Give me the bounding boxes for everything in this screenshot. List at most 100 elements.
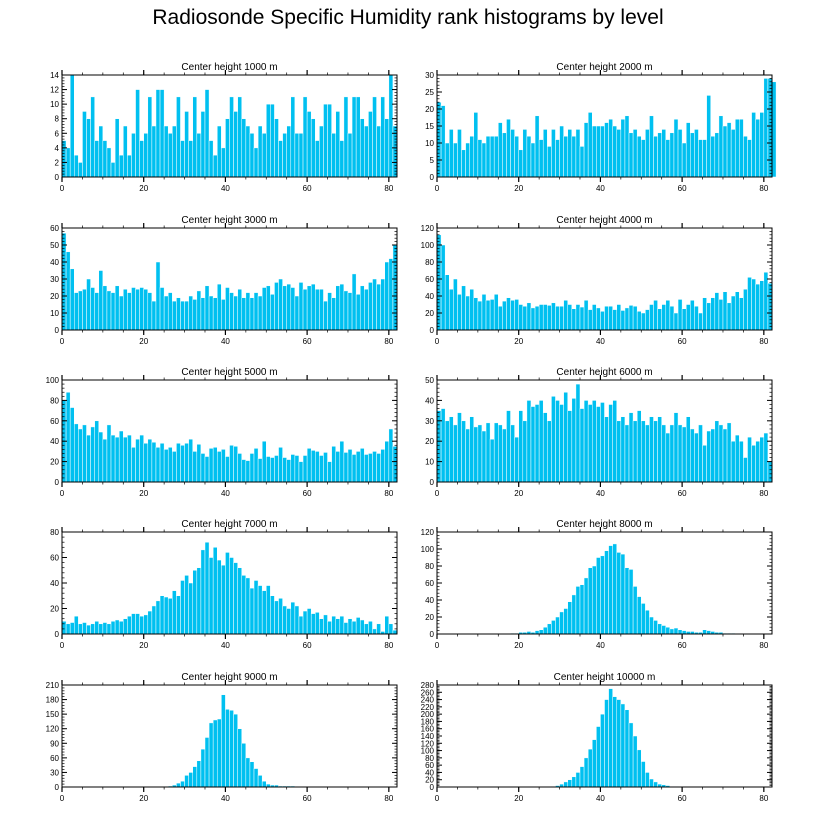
bar [368, 621, 373, 635]
bar [461, 420, 466, 483]
y-tick-label: 120 [46, 725, 60, 734]
bar [302, 288, 308, 331]
bar [620, 703, 626, 788]
bar [74, 292, 79, 331]
y-tick-label: 20 [425, 613, 434, 622]
bar [204, 737, 210, 788]
bar [677, 129, 683, 178]
bar [74, 423, 79, 483]
bar [685, 122, 691, 178]
bar [547, 305, 552, 331]
y-tick-label: 8 [55, 115, 60, 124]
bar [335, 451, 341, 483]
bar [649, 304, 654, 331]
y-tick-label: 20 [425, 105, 434, 114]
x-tick-label: 60 [678, 337, 687, 346]
y-tick-label: 210 [46, 681, 60, 690]
bar [310, 283, 316, 331]
plot-frame [436, 74, 773, 178]
bar [563, 135, 568, 178]
bar [163, 295, 169, 331]
bar [587, 748, 593, 788]
bar [86, 624, 91, 635]
bar [347, 133, 353, 178]
x-tick-label: 80 [759, 794, 768, 803]
bar [110, 292, 116, 331]
bar [440, 105, 446, 178]
bar [636, 410, 642, 483]
bar [359, 448, 365, 483]
bar [172, 300, 177, 331]
bar [653, 781, 658, 788]
bar [290, 601, 296, 635]
chart-panel-5: Center height 5000 m 0 20 40 60 80 100 0 20 40 60 8… [46, 367, 398, 498]
bar [481, 142, 487, 178]
bar [380, 96, 386, 178]
x-tick-label: 60 [678, 641, 687, 650]
bar [196, 444, 202, 483]
bar [376, 125, 381, 178]
bar [245, 125, 251, 178]
chart-panel-10: Center height 10000 m0204060801001201401… [421, 672, 773, 803]
y-tick-label: 80 [425, 258, 434, 267]
bar [755, 118, 760, 178]
bar [245, 460, 251, 483]
y-tick-label: 20 [425, 776, 434, 785]
y-tick-label: 120 [421, 528, 435, 537]
y-tick-label: 60 [425, 761, 434, 770]
bar [388, 428, 394, 483]
bar [147, 438, 153, 483]
bar [461, 285, 466, 331]
bar [559, 611, 564, 635]
panel-title: Center height 9000 m [181, 672, 277, 683]
bar [135, 288, 140, 331]
y-tick-label: 40 [50, 437, 59, 446]
bar [372, 96, 377, 178]
bar [151, 300, 157, 331]
x-tick-label: 0 [60, 794, 65, 803]
bar [237, 96, 243, 178]
bar [188, 772, 193, 788]
x-tick-label: 20 [139, 337, 148, 346]
bar [196, 567, 202, 635]
bar [612, 309, 618, 331]
bar [233, 295, 238, 331]
bar [200, 748, 206, 788]
bar [270, 294, 275, 331]
bar [444, 274, 450, 331]
bar [364, 454, 369, 483]
bar [571, 135, 577, 178]
bar [632, 420, 638, 483]
bar [449, 416, 454, 483]
bar [278, 278, 283, 331]
bar [266, 456, 271, 483]
x-tick-label: 80 [759, 489, 768, 498]
bar [106, 147, 112, 178]
bar [114, 436, 120, 483]
bar [359, 619, 365, 635]
x-tick-label: 20 [139, 184, 148, 193]
bar [192, 570, 198, 635]
y-tick-label: 240 [421, 696, 435, 705]
bar [440, 408, 446, 483]
bar [575, 772, 581, 788]
bar [200, 111, 206, 178]
bar [665, 300, 671, 331]
page-title: Radiosonde Specific Humidity rank histog… [152, 6, 664, 29]
bar [469, 288, 475, 331]
bar [110, 162, 116, 178]
bar [253, 580, 259, 635]
bar [376, 623, 381, 635]
bar [567, 601, 573, 635]
y-tick-label: 0 [55, 783, 60, 792]
bar [237, 728, 243, 788]
bar [616, 699, 622, 788]
bar [335, 618, 341, 635]
bar [510, 424, 515, 483]
bar [290, 96, 296, 178]
y-tick-label: 30 [50, 768, 59, 777]
bar [151, 605, 157, 635]
bar [685, 416, 691, 483]
bar [347, 292, 353, 331]
bar [368, 282, 373, 331]
